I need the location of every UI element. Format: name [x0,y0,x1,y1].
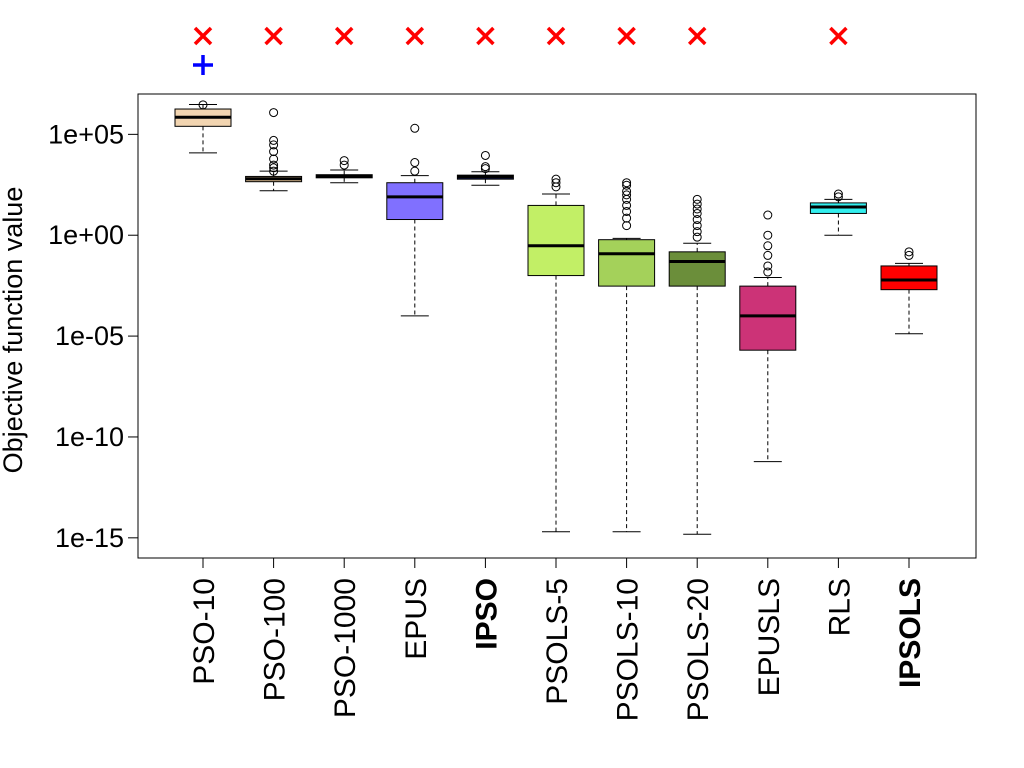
y-tick-label: 1e+05 [48,119,124,149]
outlier-point [269,140,279,150]
x-category-label: IPSO [470,578,503,650]
x-category-label: PSOLS-10 [612,578,645,721]
outlier-point [410,123,420,133]
outlier-point [198,100,208,110]
outlier-point [622,194,632,204]
outlier-point [692,208,702,218]
box-epusls [739,285,797,351]
marker-cross [334,26,354,46]
outlier-point [763,250,773,260]
outlier-point [763,210,773,220]
y-axis-label: Objective function value [0,187,28,474]
marker-cross [193,26,213,46]
outlier-point [763,267,773,277]
plot-area: 1e-15 1e-10 1e-05 1e+00 1e+05 PSO-10 PSO-100 PS… [48,26,977,721]
outlier-point [269,135,279,145]
marker-cross [476,26,495,46]
outlier-point [480,162,490,172]
outlier-point [410,166,420,176]
x-category-label: IPSOLS [894,578,927,688]
y-tick-label: 1e-05 [55,321,124,351]
outlier-point [269,147,279,157]
outlier-point [551,182,561,192]
x-category-label: PSO-1000 [329,578,362,718]
box-psols-10 [598,239,656,287]
outlier-point [692,232,702,242]
outlier-point [622,178,632,188]
outlier-point [480,150,490,160]
outlier-point [904,247,914,257]
marker-cross [829,26,848,46]
outlier-point [269,163,279,173]
outlier-point [551,178,561,188]
box-epus [386,182,444,221]
outlier-point [622,213,632,223]
marker-cross [617,26,636,46]
outlier-point [269,154,279,164]
outlier-point [269,108,279,118]
outlier-point [269,160,279,170]
plot-frame [137,93,977,559]
x-category-label: PSO-100 [259,578,292,701]
outlier-point [833,192,843,202]
outlier-point [904,250,914,260]
outlier-point [269,166,279,176]
outlier-point [622,200,632,210]
x-category-label: RLS [823,578,856,636]
box-ipsols [880,265,938,291]
box-psols-20 [668,251,726,287]
outlier-point [622,221,632,231]
marker-cross [264,26,283,46]
marker-cross [546,26,566,46]
y-tick-label: 1e-15 [55,523,124,553]
outlier-point [622,180,632,190]
x-category-label: PSOLS-20 [682,578,715,721]
outlier-point [622,206,632,216]
outlier-point [410,158,420,168]
x-category-label: PSO-10 [188,578,221,685]
outlier-point [692,215,702,225]
y-tick-label: 1e+00 [48,220,124,250]
x-category-label: PSOLS-5 [541,578,574,705]
outlier-point [692,204,702,214]
outlier-point [833,189,843,199]
marker-cross [687,26,707,46]
outlier-point [692,199,702,209]
outlier-point [339,160,349,170]
box-psols-5 [527,204,585,277]
outlier-point [763,261,773,271]
marker-cross [405,26,425,46]
outlier-point [763,241,773,251]
x-category-label: EPUS [400,578,433,660]
y-tick-label: 1e-10 [55,422,124,452]
outlier-point [339,156,349,166]
outlier-point [692,227,702,237]
outlier-point [763,230,773,240]
outlier-point [692,194,702,204]
x-category-label: EPUSLS [753,578,786,696]
outlier-point [622,190,632,200]
outlier-point [480,164,490,174]
outlier-point [692,221,702,231]
